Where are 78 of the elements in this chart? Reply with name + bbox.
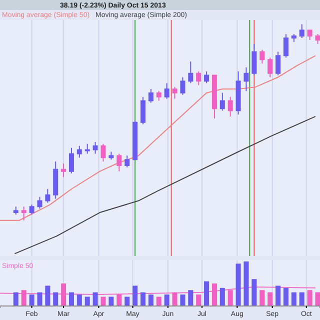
bar [260,290,265,306]
bar [156,296,162,306]
bar [220,288,225,306]
candlestick [291,34,296,42]
bar [291,292,296,306]
bar [236,264,241,306]
candlestick [92,141,98,154]
bar [140,292,146,306]
candlestick [307,30,312,40]
candlestick [252,43,257,76]
bar [283,288,288,306]
candlestick [156,90,162,102]
bar [164,294,170,306]
candlestick [100,143,106,162]
candlestick [315,34,320,44]
bar [228,290,233,306]
bar [252,279,257,306]
candlestick [148,88,154,104]
candlestick [116,153,122,172]
bar [276,286,281,306]
candlestick [268,57,273,78]
bar [29,294,34,306]
bar [188,290,194,306]
candlestick [13,206,18,215]
candlestick [260,49,265,64]
bar [307,290,312,306]
candlestick [29,204,34,215]
candlestick [299,24,304,39]
bar [76,294,82,306]
bar [204,281,210,306]
candlestick [53,161,58,200]
candlestick [21,206,26,221]
bar [196,294,202,306]
candlestick [276,51,281,76]
bar [92,292,98,306]
bar [53,292,58,306]
candlestick [212,74,217,119]
candlestick [220,92,225,112]
bar [13,292,18,306]
candlestick [61,163,66,178]
bar [315,292,320,306]
bar [61,284,66,306]
bar [68,292,74,306]
candlestick [188,61,194,84]
candlestick [172,86,178,100]
bar [100,296,106,306]
candlestick [108,151,114,160]
bar [45,286,50,306]
candlestick [132,120,138,160]
bar [212,284,217,306]
candlestick [68,147,74,174]
bar [268,292,273,306]
bar [299,292,304,306]
bar [124,296,130,306]
candlestick [76,145,82,158]
bar [244,261,249,306]
candlestick [283,34,288,58]
candlestick [180,76,186,96]
candlestick [45,188,50,204]
bar [21,290,26,306]
candlestick [124,155,130,168]
candlestick [37,196,42,210]
candlestick [196,70,202,86]
candlestick [164,82,170,100]
bar [108,296,114,306]
bar [132,286,138,306]
bar [172,292,178,306]
bar [37,292,42,306]
candlestick [236,70,241,115]
bar [180,294,186,306]
candlestick [140,96,146,125]
bar [84,296,90,306]
candlestick [204,70,210,84]
candlestick [228,96,233,117]
candlestick [244,66,249,92]
bar [116,294,122,306]
bar [148,294,154,306]
candlestick [84,143,90,154]
